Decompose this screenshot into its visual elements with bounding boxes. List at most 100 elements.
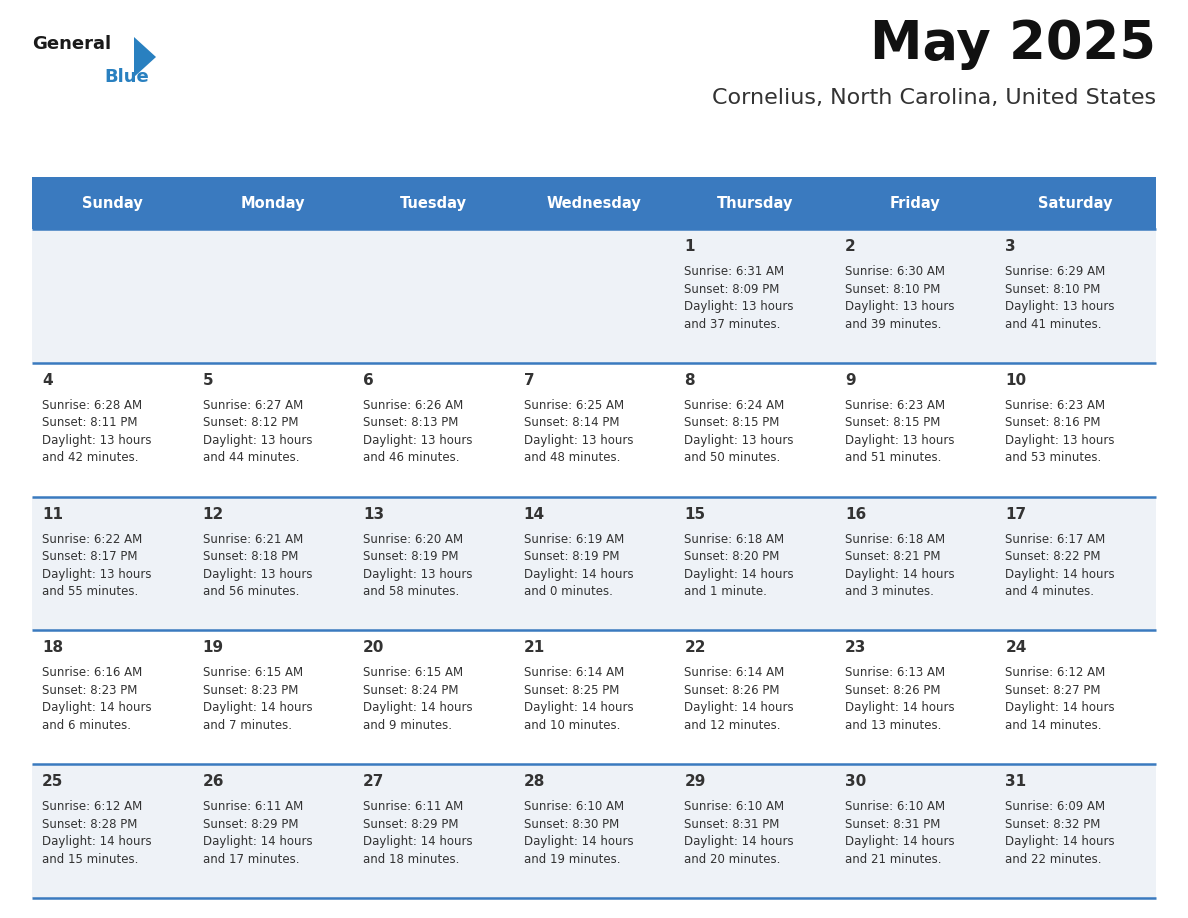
Text: Sunrise: 6:15 AM: Sunrise: 6:15 AM [203, 666, 303, 679]
Text: Daylight: 13 hours: Daylight: 13 hours [845, 300, 954, 313]
Bar [192, 363, 353, 497]
Text: 13: 13 [364, 507, 384, 521]
Text: and 7 minutes.: and 7 minutes. [203, 719, 291, 732]
Text: Sunrise: 6:20 AM: Sunrise: 6:20 AM [364, 532, 463, 545]
Bar [996, 631, 1156, 764]
Text: Sunset: 8:09 PM: Sunset: 8:09 PM [684, 283, 779, 296]
Text: 19: 19 [203, 641, 223, 655]
Text: Monday: Monday [241, 196, 305, 210]
Text: Daylight: 13 hours: Daylight: 13 hours [364, 567, 473, 580]
Text: Sunset: 8:13 PM: Sunset: 8:13 PM [364, 416, 459, 430]
Text: 29: 29 [684, 774, 706, 789]
Bar [353, 497, 513, 631]
Text: 26: 26 [203, 774, 225, 789]
Text: Blue: Blue [105, 68, 148, 86]
Text: 9: 9 [845, 373, 855, 387]
Text: Sunset: 8:10 PM: Sunset: 8:10 PM [1005, 283, 1101, 296]
Bar [513, 497, 675, 631]
Text: Sunset: 8:21 PM: Sunset: 8:21 PM [845, 550, 941, 563]
Text: and 51 minutes.: and 51 minutes. [845, 452, 941, 465]
Text: 15: 15 [684, 507, 706, 521]
Text: Sunrise: 6:21 AM: Sunrise: 6:21 AM [203, 532, 303, 545]
Text: 2: 2 [845, 239, 855, 254]
Text: Sunset: 8:23 PM: Sunset: 8:23 PM [203, 684, 298, 697]
Bar [675, 229, 835, 363]
Text: Sunset: 8:26 PM: Sunset: 8:26 PM [684, 684, 779, 697]
Text: Daylight: 13 hours: Daylight: 13 hours [1005, 300, 1114, 313]
Bar [353, 363, 513, 497]
Bar [192, 764, 353, 898]
Text: Daylight: 14 hours: Daylight: 14 hours [845, 835, 954, 848]
Text: and 9 minutes.: and 9 minutes. [364, 719, 453, 732]
Bar [192, 229, 353, 363]
Text: Sunset: 8:11 PM: Sunset: 8:11 PM [42, 416, 138, 430]
Text: 10: 10 [1005, 373, 1026, 387]
Text: and 22 minutes.: and 22 minutes. [1005, 853, 1102, 866]
Bar [513, 229, 675, 363]
Bar [32, 229, 192, 363]
Text: and 15 minutes.: and 15 minutes. [42, 853, 138, 866]
Text: Sunrise: 6:23 AM: Sunrise: 6:23 AM [845, 398, 944, 412]
Bar [675, 631, 835, 764]
Text: Sunrise: 6:12 AM: Sunrise: 6:12 AM [1005, 666, 1106, 679]
Bar [996, 764, 1156, 898]
Text: 23: 23 [845, 641, 866, 655]
Text: and 19 minutes.: and 19 minutes. [524, 853, 620, 866]
Text: 24: 24 [1005, 641, 1026, 655]
Bar [996, 229, 1156, 363]
Text: 12: 12 [203, 507, 223, 521]
Text: and 21 minutes.: and 21 minutes. [845, 853, 941, 866]
Text: 31: 31 [1005, 774, 1026, 789]
Text: Sunset: 8:32 PM: Sunset: 8:32 PM [1005, 818, 1101, 831]
Text: Sunset: 8:27 PM: Sunset: 8:27 PM [1005, 684, 1101, 697]
Text: General: General [32, 35, 112, 53]
Text: Daylight: 14 hours: Daylight: 14 hours [684, 835, 794, 848]
Text: and 4 minutes.: and 4 minutes. [1005, 585, 1094, 599]
Text: Sunrise: 6:10 AM: Sunrise: 6:10 AM [845, 800, 944, 813]
Text: Sunset: 8:25 PM: Sunset: 8:25 PM [524, 684, 619, 697]
Text: Sunset: 8:22 PM: Sunset: 8:22 PM [1005, 550, 1101, 563]
Text: and 20 minutes.: and 20 minutes. [684, 853, 781, 866]
Text: 22: 22 [684, 641, 706, 655]
Text: and 46 minutes.: and 46 minutes. [364, 452, 460, 465]
Text: 5: 5 [203, 373, 213, 387]
Text: Sunrise: 6:09 AM: Sunrise: 6:09 AM [1005, 800, 1106, 813]
Bar [513, 764, 675, 898]
Text: Sunset: 8:31 PM: Sunset: 8:31 PM [684, 818, 779, 831]
Bar [835, 764, 996, 898]
Text: 30: 30 [845, 774, 866, 789]
Text: May 2025: May 2025 [870, 18, 1156, 70]
Text: and 14 minutes.: and 14 minutes. [1005, 719, 1102, 732]
Text: Sunset: 8:10 PM: Sunset: 8:10 PM [845, 283, 940, 296]
Bar [32, 764, 192, 898]
Text: and 39 minutes.: and 39 minutes. [845, 318, 941, 330]
Polygon shape [134, 37, 156, 77]
Text: Sunrise: 6:19 AM: Sunrise: 6:19 AM [524, 532, 624, 545]
Text: Daylight: 14 hours: Daylight: 14 hours [1005, 701, 1116, 714]
Bar [353, 764, 513, 898]
Text: Saturday: Saturday [1038, 196, 1113, 210]
Bar [996, 177, 1156, 229]
Text: Sunrise: 6:22 AM: Sunrise: 6:22 AM [42, 532, 143, 545]
Text: Wednesday: Wednesday [546, 196, 642, 210]
Text: Daylight: 13 hours: Daylight: 13 hours [524, 434, 633, 447]
Text: Sunrise: 6:26 AM: Sunrise: 6:26 AM [364, 398, 463, 412]
Text: and 3 minutes.: and 3 minutes. [845, 585, 934, 599]
Text: 3: 3 [1005, 239, 1016, 254]
Text: 7: 7 [524, 373, 535, 387]
Bar [675, 764, 835, 898]
Text: Sunset: 8:20 PM: Sunset: 8:20 PM [684, 550, 779, 563]
Text: Sunrise: 6:28 AM: Sunrise: 6:28 AM [42, 398, 143, 412]
Bar [353, 177, 513, 229]
Text: Sunrise: 6:11 AM: Sunrise: 6:11 AM [364, 800, 463, 813]
Text: Daylight: 14 hours: Daylight: 14 hours [684, 567, 794, 580]
Text: Sunrise: 6:27 AM: Sunrise: 6:27 AM [203, 398, 303, 412]
Text: Daylight: 14 hours: Daylight: 14 hours [203, 835, 312, 848]
Text: Daylight: 13 hours: Daylight: 13 hours [203, 567, 312, 580]
Text: Sunset: 8:15 PM: Sunset: 8:15 PM [684, 416, 779, 430]
Text: Cornelius, North Carolina, United States: Cornelius, North Carolina, United States [712, 88, 1156, 108]
Bar [353, 229, 513, 363]
Text: Daylight: 14 hours: Daylight: 14 hours [845, 567, 954, 580]
Text: Sunday: Sunday [82, 196, 143, 210]
Text: 25: 25 [42, 774, 63, 789]
